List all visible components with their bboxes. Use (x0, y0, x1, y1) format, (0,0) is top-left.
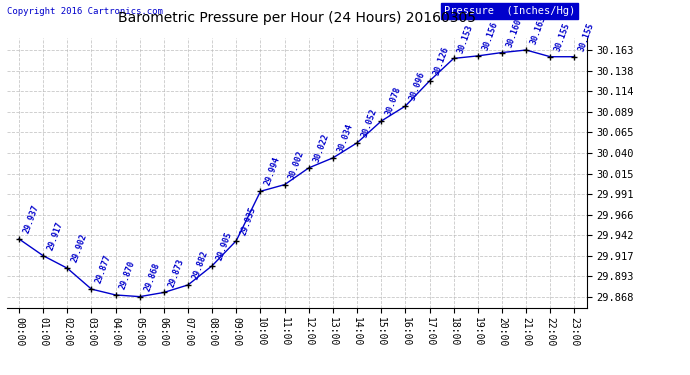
Text: 29.994: 29.994 (264, 156, 282, 187)
Text: 30.002: 30.002 (288, 149, 306, 180)
Text: Pressure  (Inches/Hg): Pressure (Inches/Hg) (444, 6, 575, 16)
Text: 29.882: 29.882 (191, 249, 210, 281)
Text: 29.935: 29.935 (239, 205, 258, 237)
Text: 30.155: 30.155 (578, 21, 596, 53)
Text: 29.905: 29.905 (215, 230, 234, 261)
Text: 30.052: 30.052 (360, 107, 379, 139)
Text: 29.877: 29.877 (95, 254, 113, 285)
Text: 30.156: 30.156 (481, 21, 500, 52)
Text: Copyright 2016 Cartronics.com: Copyright 2016 Cartronics.com (7, 7, 163, 16)
Text: 30.153: 30.153 (457, 23, 475, 54)
Text: 30.022: 30.022 (312, 132, 331, 164)
Text: 30.163: 30.163 (529, 15, 548, 46)
Text: 29.917: 29.917 (46, 220, 65, 252)
Text: 30.160: 30.160 (505, 17, 524, 48)
Text: 29.868: 29.868 (143, 261, 161, 292)
Text: Barometric Pressure per Hour (24 Hours) 20160305: Barometric Pressure per Hour (24 Hours) … (118, 11, 475, 25)
Text: 29.870: 29.870 (119, 260, 137, 291)
Text: 30.096: 30.096 (408, 70, 427, 102)
Text: 29.873: 29.873 (167, 257, 186, 288)
Text: 30.078: 30.078 (384, 86, 403, 117)
Text: 30.155: 30.155 (553, 21, 572, 53)
Text: 29.937: 29.937 (22, 204, 41, 235)
Text: 30.034: 30.034 (336, 122, 355, 154)
Text: 30.126: 30.126 (433, 45, 451, 77)
Text: 29.902: 29.902 (70, 233, 89, 264)
